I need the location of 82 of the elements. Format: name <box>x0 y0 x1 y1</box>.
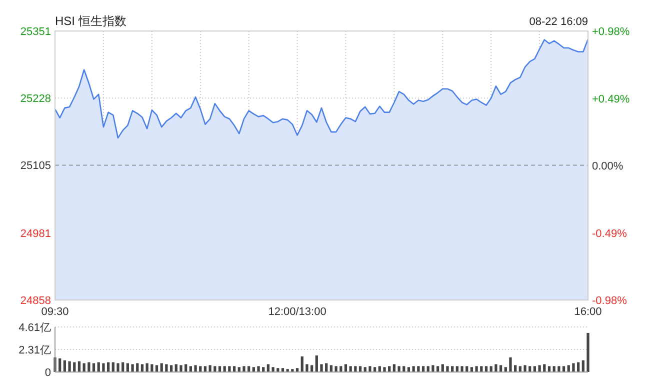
bar <box>131 364 134 372</box>
bar <box>68 361 71 372</box>
bar <box>538 365 541 372</box>
bar <box>567 365 570 372</box>
bar <box>106 362 110 372</box>
bar <box>576 362 580 372</box>
bar <box>272 367 274 372</box>
bar <box>82 363 86 372</box>
bar <box>180 365 182 372</box>
bar <box>150 364 154 372</box>
bar <box>325 363 328 372</box>
bar <box>315 355 318 372</box>
bar <box>102 363 105 372</box>
bar <box>514 365 517 372</box>
bar <box>300 356 304 372</box>
bar <box>398 366 400 372</box>
bar <box>460 366 464 372</box>
bar <box>412 366 415 372</box>
bar <box>174 364 178 372</box>
bar <box>383 367 386 372</box>
bar <box>306 364 308 372</box>
bar <box>392 364 396 372</box>
y2-tick-label: 0.00% <box>592 160 624 172</box>
y-tick-label: 4.61亿 <box>18 322 51 334</box>
bar <box>116 363 120 372</box>
bar <box>58 358 62 372</box>
y-tick-label: 25351 <box>20 26 51 38</box>
bar <box>184 364 188 372</box>
bar <box>499 365 502 372</box>
bar <box>432 365 434 372</box>
y-tick-label: 24981 <box>20 228 51 240</box>
bar <box>257 366 260 372</box>
bar <box>140 364 144 372</box>
y2-tick-label: -0.98% <box>592 295 628 307</box>
y2-tick-label: -0.49% <box>592 228 628 240</box>
bar <box>97 362 100 372</box>
x-tick-label: 12:00/13:00 <box>268 306 326 318</box>
bar <box>112 362 114 372</box>
y-tick-label: 25228 <box>20 93 51 106</box>
text: 08-22 16:09 <box>529 16 588 28</box>
bar <box>572 363 575 372</box>
bar <box>310 365 314 372</box>
x-tick-label: 16:00 <box>574 306 602 318</box>
bar <box>334 366 338 372</box>
bar <box>344 364 348 372</box>
bar <box>136 363 139 372</box>
bar <box>543 364 546 372</box>
bar <box>228 366 231 372</box>
y2-tick-label: +0.98% <box>592 26 630 38</box>
y2-tick-label: +0.49% <box>592 93 630 106</box>
bar <box>475 366 478 372</box>
bar <box>208 365 212 372</box>
bar <box>155 365 158 372</box>
y-tick-label: 25105 <box>20 160 51 172</box>
bar <box>558 366 560 372</box>
bar <box>291 369 294 372</box>
bar <box>88 362 90 372</box>
bar <box>368 366 372 372</box>
bar <box>73 362 76 372</box>
bar <box>494 364 498 372</box>
chart-title: HSI 恒生指数 <box>55 14 126 28</box>
bar <box>509 357 512 372</box>
bar <box>524 365 526 372</box>
y-tick-label: 0 <box>44 367 51 377</box>
bar <box>330 365 333 372</box>
bar <box>92 363 96 372</box>
bar <box>194 365 197 372</box>
bar <box>320 364 323 372</box>
bar <box>122 362 124 372</box>
bar <box>266 364 270 372</box>
y-tick-label: 24858 <box>20 295 51 307</box>
bar <box>242 366 246 372</box>
bar <box>441 364 444 372</box>
bar <box>586 332 590 372</box>
y-tick-label: 2.31亿 <box>18 344 51 356</box>
bar <box>165 364 168 372</box>
bar <box>446 366 449 372</box>
x-tick-label: 09:30 <box>41 306 69 318</box>
bar <box>160 363 163 372</box>
bar <box>146 363 148 372</box>
bar <box>126 363 129 372</box>
bar <box>170 365 173 372</box>
